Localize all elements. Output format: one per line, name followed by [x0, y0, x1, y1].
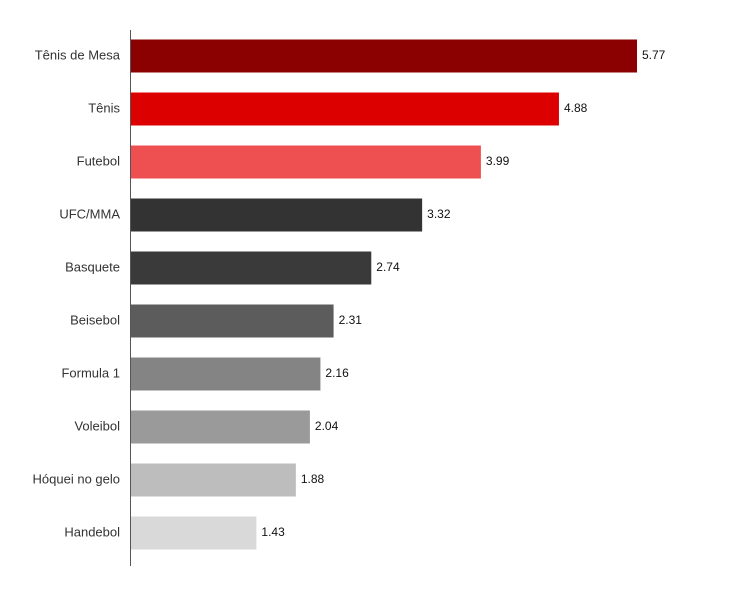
category-label-1: Tênis: [88, 100, 120, 115]
value-label-5: 2.31: [339, 313, 363, 327]
bar-3: [131, 198, 423, 232]
bar-1: [131, 92, 559, 126]
value-label-6: 2.16: [325, 366, 349, 380]
category-label-2: Futebol: [77, 153, 120, 168]
bar-0: [131, 39, 637, 73]
value-label-2: 3.99: [486, 154, 510, 168]
value-label-3: 3.32: [427, 207, 451, 221]
category-label-3: UFC/MMA: [59, 206, 120, 221]
bar-5: [131, 304, 334, 338]
value-labels: 5.77 4.88 3.99 3.32 2.74 2.31 2.16 2.04 1.88 1.43: [261, 48, 665, 539]
bar-2: [131, 145, 481, 179]
category-label-0: Tênis de Mesa: [35, 47, 121, 62]
bar-6: [131, 357, 321, 391]
value-label-1: 4.88: [564, 101, 588, 115]
bar-4: [131, 251, 372, 285]
category-label-8: Hóquei no gelo: [33, 471, 120, 486]
category-label-9: Handebol: [64, 524, 120, 539]
bar-9: [131, 516, 257, 550]
bar-8: [131, 463, 296, 497]
value-label-9: 1.43: [261, 525, 285, 539]
bar-7: [131, 410, 310, 444]
value-label-0: 5.77: [642, 48, 666, 62]
value-label-7: 2.04: [315, 419, 339, 433]
category-label-6: Formula 1: [61, 365, 120, 380]
category-labels: Tênis de Mesa Tênis Futebol UFC/MMA Basquete…: [33, 47, 121, 539]
value-label-4: 2.74: [376, 260, 400, 274]
value-label-8: 1.88: [301, 472, 325, 486]
category-label-7: Voleibol: [74, 418, 120, 433]
category-label-4: Basquete: [65, 259, 120, 274]
category-label-5: Beisebol: [70, 312, 120, 327]
bars-layer: [131, 39, 637, 550]
